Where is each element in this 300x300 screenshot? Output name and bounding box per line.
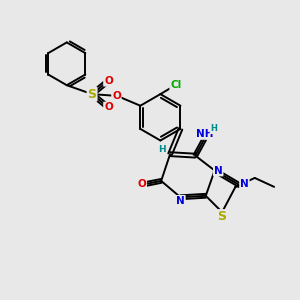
Text: Cl: Cl [170,80,182,90]
Text: NH: NH [196,129,213,139]
Text: H: H [158,145,166,154]
Text: O: O [104,76,113,86]
Text: N: N [214,166,223,176]
Text: S: S [218,210,226,223]
Text: O: O [137,179,146,189]
Text: N: N [240,179,249,189]
Text: O: O [112,91,121,100]
Text: S: S [88,88,97,100]
Text: H: H [210,124,217,134]
Text: N: N [176,196,185,206]
Text: O: O [104,103,113,112]
